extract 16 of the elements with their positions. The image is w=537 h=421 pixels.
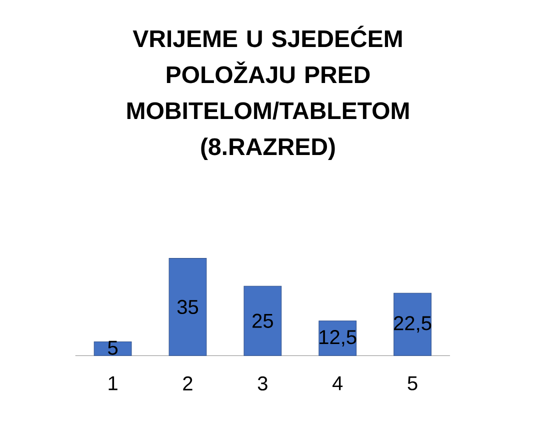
data-label: 25 — [252, 314, 273, 328]
data-label: 35 — [177, 300, 198, 314]
bar — [94, 341, 132, 356]
data-label: 5 — [108, 340, 118, 355]
x-tick-label: 2 — [183, 376, 192, 390]
chart-title: VRIJEME U SJEDEĆEM POLOŽAJU PRED MOBITELOM/TABLETOM (8.RAZRED) — [127, 26, 409, 160]
x-tick-label: 3 — [258, 376, 268, 391]
data-label: 22,5 — [394, 316, 432, 333]
bar — [394, 292, 432, 356]
bar — [318, 320, 357, 356]
x-tick-label: 5 — [408, 376, 418, 390]
bar — [168, 258, 207, 356]
data-label: 12,5 — [320, 330, 356, 347]
x-tick-label: 1 — [108, 376, 118, 390]
x-tick-label: 4 — [332, 376, 343, 390]
bar — [244, 286, 282, 356]
